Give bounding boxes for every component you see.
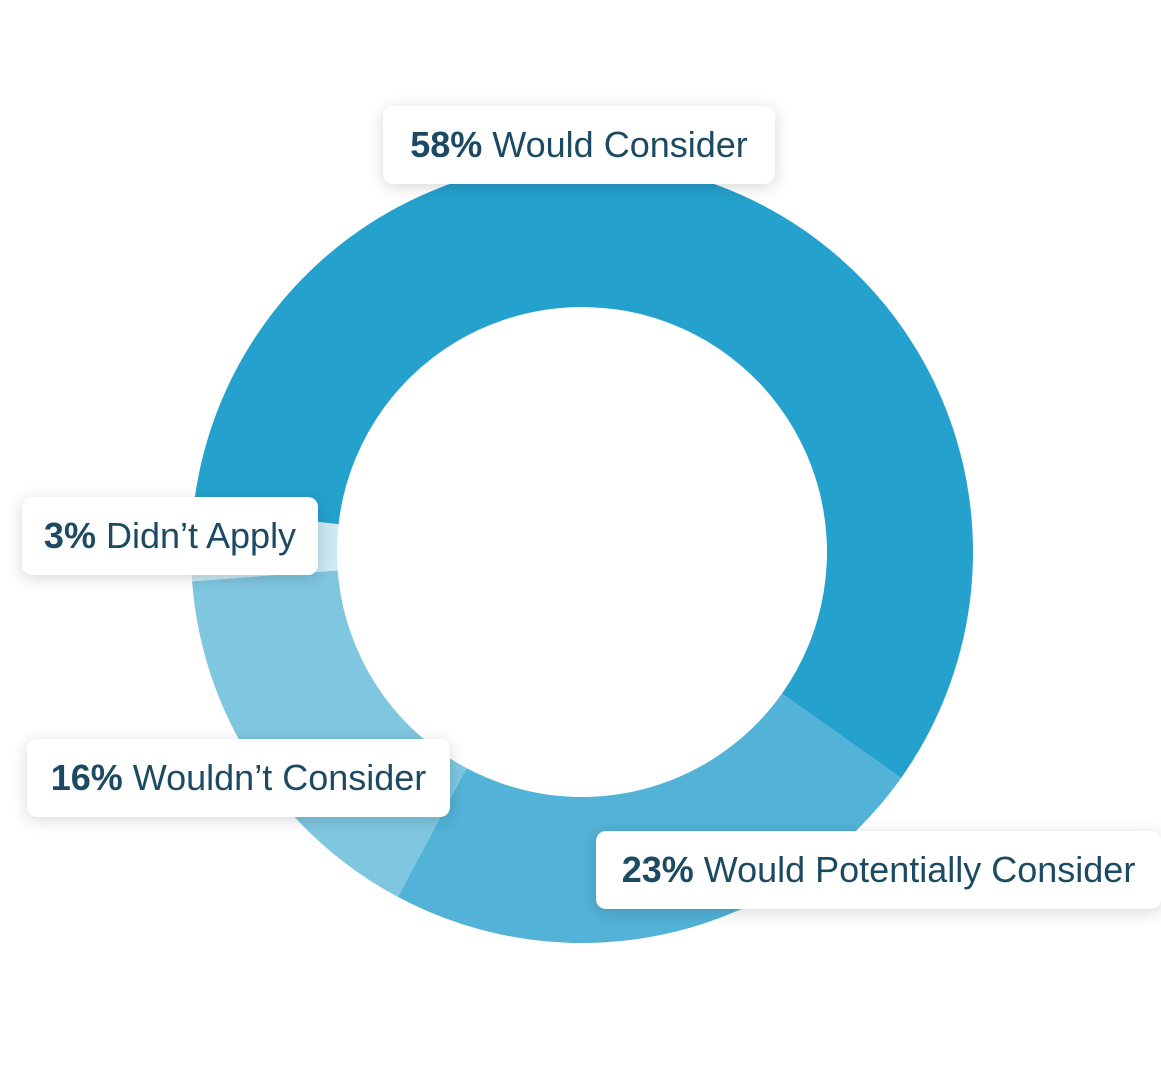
label-would-consider-text: Would Consider [492, 124, 748, 165]
label-wouldnt-consider: 16% Wouldn’t Consider [27, 739, 450, 817]
label-didnt-apply-text: Didn’t Apply [105, 515, 297, 556]
label-would-consider-percent: 58% [410, 124, 483, 165]
label-would-consider: 58% Would Consider [383, 106, 775, 184]
label-potentially-consider-text: Would Potentially Consider [703, 849, 1136, 890]
slice-would-consider [193, 161, 973, 778]
label-wouldnt-consider-percent: 16% [50, 757, 123, 798]
label-didnt-apply-percent: 3% [43, 515, 96, 556]
label-potentially-consider-percent: 23% [621, 849, 694, 890]
label-potentially-consider: 23% Would Potentially Consider [596, 831, 1161, 909]
label-didnt-apply: 3% Didn’t Apply [22, 497, 318, 575]
label-wouldnt-consider-text: Wouldn’t Consider [132, 757, 427, 798]
